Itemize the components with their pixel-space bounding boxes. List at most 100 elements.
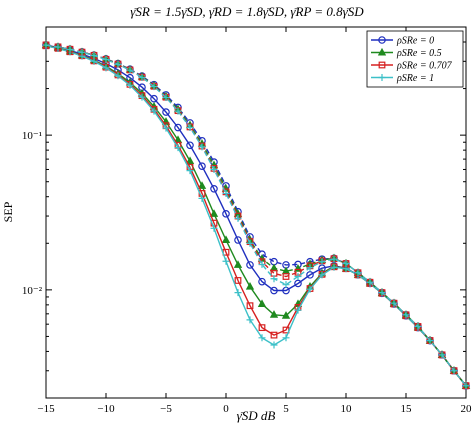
data-point [174, 123, 182, 132]
data-point [234, 236, 242, 244]
data-point [294, 272, 302, 280]
data-point [269, 310, 279, 318]
data-point [138, 73, 146, 81]
data-point [209, 209, 219, 217]
legend-label: ρSRe = 0 [396, 36, 434, 47]
data-point [210, 184, 218, 193]
series-line [45, 44, 467, 387]
data-point [354, 269, 362, 277]
data-point [258, 260, 266, 268]
x-axis-label: γ̄SD dB [237, 408, 276, 423]
x-tick-label: −5 [160, 403, 172, 415]
series-7-dashed [42, 41, 470, 390]
data-point [150, 83, 158, 91]
data-point [246, 316, 254, 324]
data-point [234, 277, 242, 284]
data-point [282, 281, 290, 289]
data-point [281, 311, 291, 319]
data-point [450, 367, 458, 375]
data-point [438, 351, 446, 359]
data-point [186, 167, 194, 175]
legend-item: ρSRe = 0 [371, 36, 434, 47]
data-point [342, 260, 350, 268]
data-point [270, 286, 278, 295]
data-point [198, 194, 206, 202]
y-tick-label: 10⁻² [22, 285, 43, 297]
data-point [198, 162, 206, 170]
data-point [186, 141, 194, 150]
x-tick-label: 10 [341, 403, 353, 415]
series-layer [41, 40, 471, 390]
data-point [54, 43, 62, 51]
data-point [426, 337, 434, 345]
data-point [246, 239, 254, 247]
data-point [270, 275, 278, 283]
data-point [90, 52, 98, 60]
data-point [114, 60, 122, 68]
legend-marker [378, 74, 386, 81]
data-point [186, 124, 194, 132]
data-point [102, 56, 110, 64]
data-point [222, 189, 230, 197]
data-point [126, 81, 134, 89]
data-point [366, 278, 374, 286]
data-point [198, 143, 206, 151]
legend-label: ρSRe = 0.707 [396, 61, 453, 72]
data-point [246, 302, 254, 310]
data-point [162, 108, 170, 116]
data-point [174, 144, 182, 152]
legend-marker [377, 47, 387, 56]
data-point [66, 45, 74, 53]
data-point [330, 263, 338, 271]
legend-item: ρSRe = 1 [371, 73, 434, 84]
legend-label: ρSRe = 1 [396, 73, 434, 84]
data-point [402, 311, 410, 319]
x-tick-label: −10 [97, 403, 115, 415]
legend-item: ρSRe = 0.5 [371, 47, 442, 59]
data-point [318, 271, 326, 279]
data-point [42, 41, 50, 49]
data-point [306, 264, 314, 272]
data-point [126, 66, 134, 74]
data-point [462, 382, 470, 390]
legend-marker [378, 61, 386, 69]
data-point [245, 281, 255, 290]
data-point [234, 214, 242, 222]
y-axis-label: SEP [1, 201, 15, 222]
data-point [294, 306, 302, 314]
data-point [318, 258, 326, 266]
data-point [162, 124, 170, 132]
data-point [102, 64, 110, 72]
data-point [233, 260, 243, 268]
axis-ticks: −15 −10 −5 0 5 10 15 20 10⁻² 10⁻¹ [22, 26, 472, 415]
data-point [246, 261, 254, 269]
data-point [78, 48, 86, 56]
legend-item: ρSRe = 0.707 [371, 61, 453, 72]
data-point [282, 273, 290, 280]
data-point [258, 324, 266, 332]
data-point [378, 289, 386, 297]
x-tick-label: 0 [223, 403, 229, 415]
data-point [185, 156, 195, 165]
data-point [234, 289, 242, 297]
data-point [294, 279, 302, 288]
data-point [210, 224, 218, 232]
data-point [162, 94, 170, 102]
chart-title: γ̄SR = 1.5γ̄SD, γ̄RD = 1.8γ̄SD, γ̄RP = 0… [130, 4, 364, 19]
data-point [414, 322, 422, 330]
data-point [282, 334, 290, 342]
data-point [222, 210, 230, 218]
legend-marker [378, 36, 386, 44]
data-point [258, 334, 266, 342]
plot-area [45, 26, 467, 399]
data-point [222, 257, 230, 265]
data-point [257, 299, 267, 308]
x-tick-label: 15 [401, 403, 413, 415]
data-point [306, 271, 314, 279]
data-point [114, 72, 122, 80]
y-tick-label: 10⁻¹ [22, 130, 42, 142]
data-point [270, 331, 278, 339]
data-point [306, 285, 314, 293]
data-point [210, 165, 218, 173]
